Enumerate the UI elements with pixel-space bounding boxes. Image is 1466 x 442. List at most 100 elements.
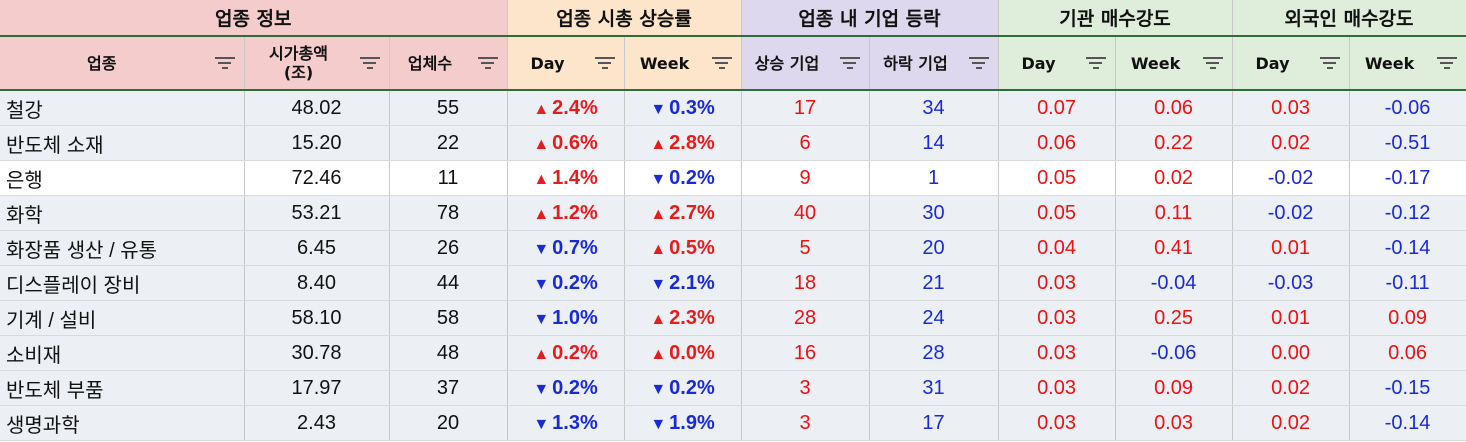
cell-inst-week: 0.02 — [1115, 160, 1233, 196]
cell-falling: 14 — [869, 125, 999, 161]
cell-foreign-week: -0.15 — [1349, 370, 1466, 406]
col-sector[interactable]: 업종 — [0, 35, 245, 91]
cell-inst-week: 0.41 — [1115, 230, 1233, 266]
col-inst-day[interactable]: Day — [998, 35, 1116, 91]
filter-icon[interactable] — [359, 57, 380, 69]
cell-foreign-week: -0.14 — [1349, 230, 1466, 266]
cell-inst-day: 0.03 — [998, 300, 1116, 336]
col-falling-label: 하락 기업 — [883, 53, 948, 73]
filter-icon[interactable] — [711, 57, 732, 69]
col-foreign-day[interactable]: Day — [1232, 35, 1350, 91]
filter-icon[interactable] — [477, 57, 498, 69]
col-cap-week[interactable]: Week — [624, 35, 742, 91]
cell-market-cap: 58.10 — [244, 300, 390, 336]
cell-inst-day: 0.07 — [998, 90, 1116, 126]
col-falling[interactable]: 하락 기업 — [869, 35, 999, 91]
col-market-cap-line2: (조) — [283, 63, 314, 82]
col-companies[interactable]: 업체수 — [389, 35, 508, 91]
filter-icon[interactable] — [839, 57, 860, 69]
cell-cap-week-value: 1.9% — [669, 411, 715, 434]
table-row[interactable]: 기계 / 설비 58.10 58 ▼ 1.0% ▲ 2.3% 28 24 0.03 0.25 0.01… — [0, 300, 1466, 336]
cell-cap-week: ▼ 0.3% — [624, 90, 742, 126]
table-row[interactable]: 화장품 생산 / 유통 6.45 26 ▼ 0.7% ▲ 0.5% 5 20 0.04 0.41 0.… — [0, 230, 1466, 266]
cell-cap-day-value: 1.2% — [552, 201, 598, 224]
cell-foreign-week: -0.17 — [1349, 160, 1466, 196]
col-cap-day-label: Day — [530, 53, 565, 73]
column-header-row: 업종 시가총액 (조) 업체수 Day Week 상승 기업 — [0, 35, 1466, 91]
col-cap-day[interactable]: Day — [507, 35, 625, 91]
table-row[interactable]: 화학 53.21 78 ▲ 1.2% ▲ 2.7% 40 30 0.05 0.11 -0.02 -0.1… — [0, 195, 1466, 231]
cell-companies: 55 — [389, 90, 508, 126]
col-inst-week[interactable]: Week — [1115, 35, 1233, 91]
filter-icon[interactable] — [968, 57, 989, 69]
table-row[interactable]: 소비재 30.78 48 ▲ 0.2% ▲ 0.0% 16 28 0.03 -0.06 0.00 0.0… — [0, 335, 1466, 371]
cell-falling: 24 — [869, 300, 999, 336]
filter-icon[interactable] — [1436, 57, 1457, 69]
filter-icon[interactable] — [1085, 57, 1106, 69]
cell-sector: 은행 — [0, 160, 245, 196]
group-foreign: 외국인 매수강도 — [1232, 0, 1466, 37]
cell-cap-day-value: 0.2% — [552, 376, 598, 399]
cell-cap-week-value: 0.3% — [669, 96, 715, 119]
cell-foreign-day: 0.03 — [1232, 90, 1350, 126]
cell-inst-day: 0.05 — [998, 195, 1116, 231]
cell-market-cap: 15.20 — [244, 125, 390, 161]
filter-icon[interactable] — [1319, 57, 1340, 69]
cell-market-cap: 30.78 — [244, 335, 390, 371]
table-body: 철강 48.02 55 ▲ 2.4% ▼ 0.3% 17 34 0.07 0.06 0.03 -0.06… — [0, 90, 1466, 441]
cell-foreign-week: -0.14 — [1349, 405, 1466, 441]
cell-foreign-day: 0.02 — [1232, 370, 1350, 406]
cell-foreign-day: 0.02 — [1232, 125, 1350, 161]
triangle-down-icon: ▼ — [533, 415, 550, 433]
table-row[interactable]: 반도체 부품 17.97 37 ▼ 0.2% ▼ 0.2% 3 31 0.03 0.09 0.02 -0… — [0, 370, 1466, 406]
cell-cap-week-value: 2.8% — [669, 131, 715, 154]
cell-cap-week: ▲ 0.5% — [624, 230, 742, 266]
table-row[interactable]: 생명과학 2.43 20 ▼ 1.3% ▼ 1.9% 3 17 0.03 0.03 0.02 -0.14 — [0, 405, 1466, 441]
triangle-down-icon: ▼ — [650, 415, 667, 433]
triangle-down-icon: ▼ — [533, 275, 550, 293]
col-market-cap[interactable]: 시가총액 (조) — [244, 35, 390, 91]
filter-icon[interactable] — [594, 57, 615, 69]
cell-cap-day-value: 0.2% — [552, 341, 598, 364]
cell-companies: 26 — [389, 230, 508, 266]
col-inst-week-label: Week — [1130, 53, 1181, 73]
cell-cap-week-value: 0.5% — [669, 236, 715, 259]
cell-sector: 철강 — [0, 90, 245, 126]
col-cap-week-label: Week — [639, 53, 690, 73]
cell-cap-day: ▼ 1.3% — [507, 405, 625, 441]
table-row[interactable]: 디스플레이 장비 8.40 44 ▼ 0.2% ▼ 2.1% 18 21 0.03 -0.04 -0.… — [0, 265, 1466, 301]
cell-companies: 78 — [389, 195, 508, 231]
triangle-up-icon: ▲ — [533, 205, 550, 223]
cell-cap-day-value: 0.2% — [552, 271, 598, 294]
cell-foreign-week: 0.06 — [1349, 335, 1466, 371]
col-inst-day-label: Day — [1021, 53, 1056, 73]
cell-foreign-week: -0.12 — [1349, 195, 1466, 231]
cell-rising: 16 — [741, 335, 870, 371]
table-row[interactable]: 반도체 소재 15.20 22 ▲ 0.6% ▲ 2.8% 6 14 0.06 0.22 0.02 -0… — [0, 125, 1466, 161]
cell-sector: 소비재 — [0, 335, 245, 371]
cell-cap-day-value: 1.0% — [552, 306, 598, 329]
cell-cap-week: ▲ 2.8% — [624, 125, 742, 161]
cell-cap-week-value: 0.2% — [669, 166, 715, 189]
cell-cap-week: ▼ 0.2% — [624, 370, 742, 406]
cell-cap-week: ▼ 0.2% — [624, 160, 742, 196]
cell-companies: 48 — [389, 335, 508, 371]
cell-cap-week: ▲ 2.7% — [624, 195, 742, 231]
cell-falling: 17 — [869, 405, 999, 441]
col-foreign-week[interactable]: Week — [1349, 35, 1466, 91]
cell-falling: 28 — [869, 335, 999, 371]
filter-icon[interactable] — [214, 57, 235, 69]
table-row[interactable]: 철강 48.02 55 ▲ 2.4% ▼ 0.3% 17 34 0.07 0.06 0.03 -0.06 — [0, 90, 1466, 126]
table-row[interactable]: 은행 72.46 11 ▲ 1.4% ▼ 0.2% 9 1 0.05 0.02 -0.02 -0.17 — [0, 160, 1466, 196]
triangle-up-icon: ▲ — [533, 345, 550, 363]
cell-inst-day: 0.03 — [998, 370, 1116, 406]
cell-sector: 디스플레이 장비 — [0, 265, 245, 301]
filter-icon[interactable] — [1202, 57, 1223, 69]
cell-foreign-week: -0.06 — [1349, 90, 1466, 126]
cell-market-cap: 8.40 — [244, 265, 390, 301]
group-institution: 기관 매수강도 — [998, 0, 1233, 37]
cell-cap-day-value: 0.6% — [552, 131, 598, 154]
col-rising[interactable]: 상승 기업 — [741, 35, 870, 91]
triangle-up-icon: ▲ — [650, 345, 667, 363]
